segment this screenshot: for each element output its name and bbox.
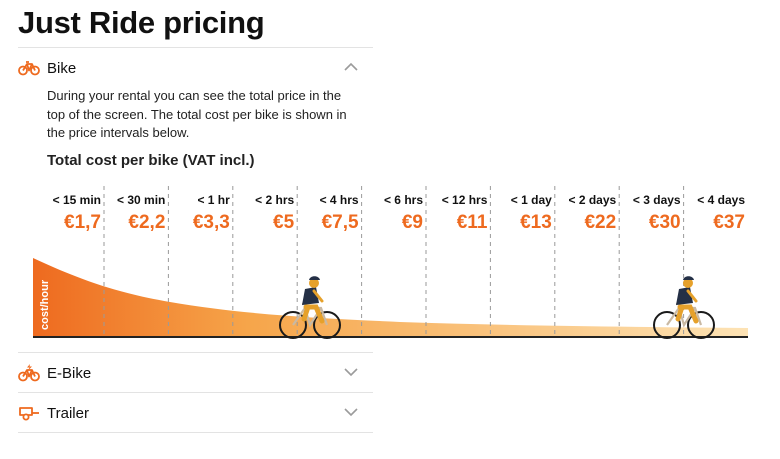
divider <box>18 47 373 48</box>
interval-label: < 15 min <box>53 193 101 207</box>
price-label: €30 <box>649 212 681 233</box>
accordion-bike-label: Bike <box>47 59 77 77</box>
chevron-up-icon[interactable] <box>343 61 359 73</box>
accordion-trailer-header[interactable]: Trailer <box>18 398 373 428</box>
price-label: €7,5 <box>322 212 359 233</box>
y-axis-label: cost/hour <box>39 279 51 330</box>
price-label: €3,3 <box>193 212 230 233</box>
interval-label: < 6 hrs <box>384 193 423 207</box>
cyclist-icon <box>653 276 715 339</box>
pricing-chart: cost/hour < 15 min < 30 min < 1 hr < 2 hrs <… <box>33 186 748 339</box>
interval-label: < 1 day <box>511 193 552 207</box>
bike-icon <box>18 61 40 76</box>
interval-label: < 4 hrs <box>320 193 359 207</box>
price-label: €11 <box>457 212 488 233</box>
interval-label: < 4 days <box>697 193 745 207</box>
accordion-bike-header[interactable]: Bike <box>18 53 373 83</box>
ebike-icon <box>18 364 40 382</box>
price-label: €13 <box>520 212 552 233</box>
trailer-icon <box>19 407 39 421</box>
cyclist-icon <box>279 276 341 339</box>
page-title: Just Ride pricing <box>18 5 265 40</box>
interval-label: < 30 min <box>117 193 165 207</box>
interval-label: < 12 hrs <box>442 193 488 207</box>
interval-label: < 3 days <box>633 193 681 207</box>
divider <box>18 432 373 433</box>
interval-label: < 2 days <box>568 193 616 207</box>
accordion-trailer-label: Trailer <box>47 404 89 422</box>
price-label: €1,7 <box>64 212 101 233</box>
divider <box>18 352 373 353</box>
interval-label: < 2 hrs <box>255 193 294 207</box>
chevron-down-icon[interactable] <box>343 366 359 378</box>
cost-curve-area <box>33 258 748 337</box>
divider <box>18 392 373 393</box>
chevron-down-icon[interactable] <box>343 406 359 418</box>
bike-description: During your rental you can see the total… <box>47 88 347 140</box>
price-label: €2,2 <box>128 212 165 233</box>
interval-label: < 1 hr <box>197 193 230 207</box>
price-label: €5 <box>273 212 295 233</box>
cost-heading: Total cost per bike (VAT incl.) <box>47 152 255 169</box>
price-label: €22 <box>584 212 616 233</box>
accordion-ebike-label: E-Bike <box>47 364 92 382</box>
accordion-ebike-header[interactable]: E-Bike <box>18 358 373 388</box>
price-label: €9 <box>402 212 423 233</box>
price-label: €37 <box>713 212 745 233</box>
